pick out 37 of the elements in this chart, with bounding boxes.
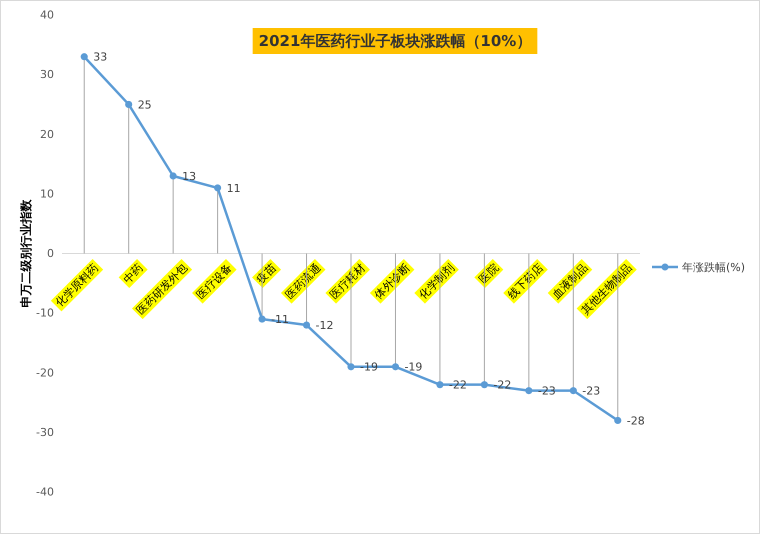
point <box>347 363 355 370</box>
data-label: 25 <box>138 98 152 112</box>
point <box>392 363 400 370</box>
point <box>302 321 310 329</box>
y-tick-label: 0 <box>47 247 54 260</box>
point <box>125 100 132 108</box>
y-tick-label: 30 <box>40 68 54 82</box>
point <box>480 381 488 388</box>
point <box>80 53 88 60</box>
y-tick-label: -40 <box>36 486 54 499</box>
text: 2021年医药行业子板块涨跌幅（10%） <box>258 32 532 50</box>
data-label: -28 <box>626 414 645 428</box>
point <box>614 416 622 424</box>
data-label: 33 <box>93 50 108 64</box>
x-tick-label: 中药 <box>120 261 146 286</box>
data-label: -12 <box>316 318 334 332</box>
data-label: -19 <box>404 360 422 374</box>
point <box>170 172 177 180</box>
data-label: 13 <box>182 170 196 183</box>
point <box>436 381 444 388</box>
data-label: -23 <box>582 384 600 398</box>
legend-label: 年涨跌幅(%) <box>682 260 746 274</box>
point <box>525 387 532 394</box>
y-tick-label: -10 <box>36 306 54 320</box>
point <box>570 387 577 394</box>
x-tick-label: 化学原料药 <box>52 261 102 310</box>
y-tick-label: -20 <box>36 366 54 380</box>
x-tick-label: 医疗设备 <box>194 261 234 302</box>
x-tick-label: 体外诊断 <box>372 261 412 302</box>
y-axis-title: 申万二级别行业指数 <box>19 198 33 308</box>
data-label: 11 <box>226 182 241 195</box>
y-tick-label: -30 <box>36 426 54 439</box>
y-tick-label: 20 <box>40 128 54 141</box>
point <box>214 184 222 192</box>
point <box>258 316 266 323</box>
y-tick-label: 10 <box>40 187 54 200</box>
y-tick-label: 40 <box>40 8 54 22</box>
